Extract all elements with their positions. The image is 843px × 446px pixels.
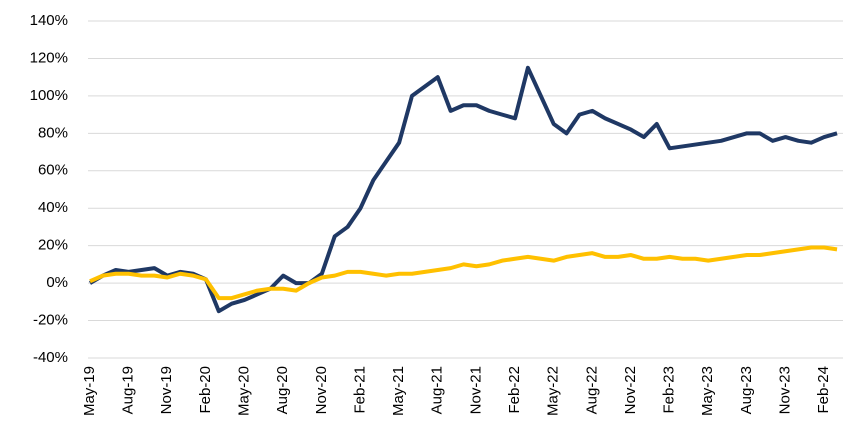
- y-tick-label: 100%: [30, 87, 68, 104]
- x-tick-label: Feb-22: [506, 366, 523, 414]
- x-tick-label: Aug-22: [583, 366, 600, 414]
- x-tick-label: May-23: [699, 366, 716, 416]
- y-tick-label: 120%: [30, 49, 68, 66]
- x-tick-label: Aug-21: [429, 366, 446, 414]
- x-tick-label: Aug-19: [120, 366, 137, 414]
- y-tick-label: -40%: [33, 349, 68, 366]
- y-tick-label: -20%: [33, 312, 68, 329]
- y-tick-label: 0%: [46, 274, 68, 291]
- x-tick-label: May-19: [81, 366, 98, 416]
- series-line: [88, 65, 838, 314]
- series-line: [89, 245, 838, 301]
- y-tick-label: 20%: [38, 237, 68, 254]
- y-tick-label: 140%: [30, 12, 68, 29]
- x-tick-label: Aug-20: [274, 366, 291, 414]
- x-tick-label: May-21: [390, 366, 407, 416]
- x-tick-label: Feb-24: [815, 366, 832, 414]
- x-tick-label: Nov-20: [313, 366, 330, 414]
- x-tick-label: Nov-22: [622, 366, 639, 414]
- x-tick-label: Feb-21: [351, 366, 368, 414]
- y-tick-label: 40%: [38, 199, 68, 216]
- x-tick-label: May-20: [236, 366, 253, 416]
- y-tick-label: 60%: [38, 162, 68, 179]
- x-tick-label: Feb-23: [661, 366, 678, 414]
- x-tick-label: May-22: [545, 366, 562, 416]
- x-tick-label: Nov-23: [776, 366, 793, 414]
- x-tick-label: Aug-23: [738, 366, 755, 414]
- x-tick-label: Nov-19: [158, 366, 175, 414]
- x-tick-label: Nov-21: [467, 366, 484, 414]
- x-tick-label: Feb-20: [197, 366, 214, 414]
- y-tick-label: 80%: [38, 124, 68, 141]
